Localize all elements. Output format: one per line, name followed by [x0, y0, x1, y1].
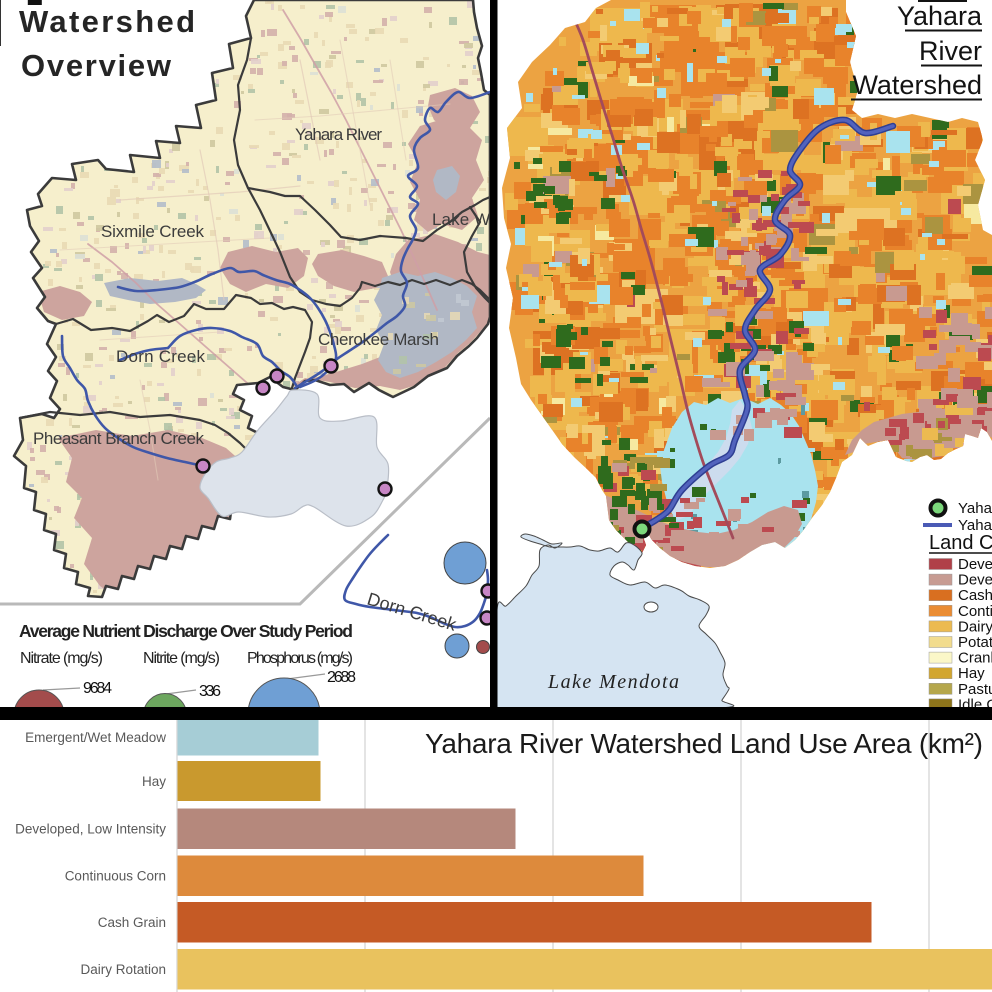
svg-text:Yahara RIver: Yahara RIver	[295, 125, 382, 144]
svg-text:Average Nutrient Discharge Ove: Average Nutrient Discharge Over Study Pe…	[19, 621, 353, 641]
svg-text:Overview: Overview	[21, 48, 172, 83]
svg-text:Yahara: Yahara	[897, 1, 983, 31]
svg-text:Sixmile Creek: Sixmile Creek	[101, 222, 205, 241]
svg-text:Hay: Hay	[142, 774, 166, 789]
svg-text:Yahara River Mouth: Yahara River Mouth	[958, 500, 992, 517]
svg-text:Nitrate (mg/s): Nitrate (mg/s)	[20, 650, 103, 667]
svg-text:Dairy Rotation: Dairy Rotation	[80, 962, 166, 977]
svg-text:Pheasant Branch Creek: Pheasant Branch Creek	[33, 429, 205, 448]
svg-text:Watershed: Watershed	[852, 70, 982, 100]
svg-text:Yahara River: Yahara River	[958, 517, 992, 534]
svg-text:Nitrite (mg/s): Nitrite (mg/s)	[143, 650, 220, 667]
svg-text:9684: 9684	[83, 680, 112, 697]
svg-text:Cash Grain: Cash Grain	[958, 587, 992, 604]
svg-text:Continuous Corn: Continuous Corn	[958, 603, 992, 620]
svg-text:Developed, High Intensity: Developed, High Intensity	[958, 556, 992, 573]
svg-text:336: 336	[199, 683, 221, 700]
svg-text:Cherokee Marsh: Cherokee Marsh	[318, 330, 439, 349]
svg-text:River: River	[919, 36, 982, 66]
svg-text:Developed, Low Intensity: Developed, Low Intensity	[958, 572, 992, 589]
svg-text:Yahara River Watershed Land Us: Yahara River Watershed Land Use Area (km…	[425, 728, 983, 759]
svg-text:Hay: Hay	[958, 665, 985, 682]
svg-text:Potatoes: Potatoes	[958, 634, 992, 651]
svg-text:Lake Mendota: Lake Mendota	[547, 671, 679, 693]
svg-text:2688: 2688	[327, 669, 356, 686]
svg-text:Dorn Creek: Dorn Creek	[116, 347, 206, 366]
svg-text:Dairy Rotation: Dairy Rotation	[958, 618, 992, 635]
svg-text:Watershed: Watershed	[19, 4, 195, 39]
svg-text:Idle Grassland: Idle Grassland	[958, 696, 992, 713]
svg-text:Cranberries: Cranberries	[958, 650, 992, 667]
svg-text:Phosphorus (mg/s): Phosphorus (mg/s)	[247, 650, 353, 667]
svg-text:Cash Grain: Cash Grain	[98, 915, 166, 930]
svg-text:Pasture: Pasture	[958, 681, 992, 698]
svg-text:Lake Wi: Lake Wi	[432, 210, 494, 229]
svg-text:Emergent/Wet Meadow: Emergent/Wet Meadow	[25, 730, 166, 745]
svg-text:Continuous Corn: Continuous Corn	[65, 869, 166, 884]
svg-text:Land Cover: Land Cover	[929, 532, 992, 554]
svg-text:Developed, Low Intensity: Developed, Low Intensity	[15, 822, 166, 837]
